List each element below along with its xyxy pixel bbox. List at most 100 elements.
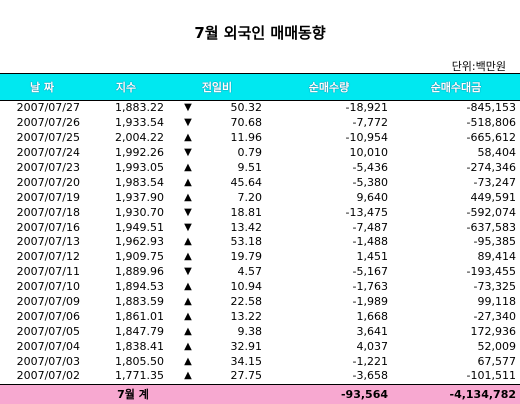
cell: 1,861.01: [115, 309, 164, 323]
cell: -665,612: [466, 131, 516, 145]
cell: 1,847.79: [115, 324, 164, 338]
cell: 172,936: [470, 324, 517, 338]
change-arrow: ▲: [184, 132, 192, 144]
cell: -101,511: [466, 369, 516, 383]
cell: 11.96: [230, 131, 263, 145]
cell: 0.79: [237, 146, 263, 160]
total-volume: -93,564: [266, 383, 392, 404]
cell: 2007/07/10: [16, 280, 80, 294]
data-row: 2007/07/18 1,930.70 ▼ 18.81 -13,475 -592,074: [0, 205, 520, 220]
cell: -1,221: [352, 354, 388, 368]
cell: 2007/07/06: [16, 309, 80, 323]
total-label: 7월 계: [0, 383, 266, 404]
cell: 2007/07/09: [16, 295, 80, 309]
cell: 2,004.22: [115, 131, 164, 145]
column-header: 순매수량: [266, 73, 392, 101]
data-row: 2007/07/19 1,937.90 ▲ 7.20 9,640 449,591: [0, 190, 520, 205]
cell: -274,346: [466, 161, 516, 174]
cell: 1,930.70: [115, 205, 164, 219]
cell: -5,167: [352, 265, 388, 279]
cell: 10.94: [230, 280, 263, 294]
cell: 449,591: [470, 190, 517, 204]
cell: 2007/07/03: [16, 354, 80, 368]
cell: 2007/07/11: [16, 265, 80, 279]
cell: 1,838.41: [115, 339, 164, 353]
cell: 58,404: [477, 146, 517, 160]
change-arrow: ▲: [184, 310, 192, 322]
cell: 1,983.54: [115, 175, 164, 189]
cell: 2007/07/04: [16, 339, 80, 353]
cell: -193,455: [466, 265, 516, 279]
change-arrow: ▼: [184, 102, 192, 114]
data-row: 2007/07/20 1,983.54 ▲ 45.64 -5,380 -73,247: [0, 175, 520, 190]
data-row: 2007/07/11 1,889.96 ▼ 4.57 -5,167 -193,455: [0, 265, 520, 280]
cell: 32.91: [230, 339, 263, 353]
change-arrow: ▲: [184, 162, 192, 173]
cell: 34.15: [230, 354, 263, 368]
cell: -7,487: [352, 220, 388, 234]
unit: 단위:백만원: [451, 60, 506, 73]
cell: 1,992.26: [115, 146, 164, 160]
cell: 1,889.96: [115, 265, 164, 279]
cell: 10,010: [349, 146, 389, 160]
cell: 89,414: [477, 250, 517, 264]
cell: 2007/07/24: [16, 146, 80, 160]
cell: 2007/07/18: [16, 205, 80, 219]
data-row: 2007/07/09 1,883.59 ▲ 22.58 -1,989 99,118: [0, 295, 520, 310]
cell: -95,385: [473, 235, 516, 249]
data-row: 2007/07/26 1,933.54 ▼ 70.68 -7,772 -518,806: [0, 116, 520, 131]
cell: 2007/07/16: [16, 220, 80, 234]
data-row: 2007/07/02 1,771.35 ▲ 27.75 -3,658 -101,511: [0, 369, 520, 384]
cell: -13,475: [345, 205, 388, 219]
title: 7월 외국인 매매동향: [194, 24, 326, 42]
change-arrow: ▼: [184, 147, 192, 159]
change-arrow: ▲: [184, 296, 192, 308]
cell: 1,451: [356, 250, 389, 264]
cell: 18.81: [230, 205, 263, 219]
column-header: 날 짜: [0, 73, 84, 101]
cell: 1,993.05: [115, 161, 164, 174]
cell: -592,074: [466, 205, 516, 219]
data-row: 2007/07/12 1,909.75 ▲ 19.79 1,451 89,414: [0, 250, 520, 265]
cell: -18,921: [345, 101, 388, 115]
column-header: 지수: [84, 73, 168, 101]
cell: 22.58: [230, 295, 263, 309]
cell: 1,962.93: [115, 235, 164, 249]
change-arrow: ▲: [184, 191, 192, 203]
cell: -1,989: [352, 295, 388, 309]
cell: 1,933.54: [115, 116, 164, 130]
change-arrow: ▲: [184, 251, 192, 263]
cell: -7,772: [352, 116, 388, 130]
total-amount: -4,134,782: [392, 383, 520, 404]
cell: 45.64: [230, 175, 263, 189]
cell: 53.18: [230, 235, 263, 249]
cell: 1,668: [356, 309, 389, 323]
cell: 1,909.75: [115, 250, 164, 264]
cell: 2007/07/13: [16, 235, 80, 249]
data-row: 2007/07/04 1,838.41 ▲ 32.91 4,037 52,009: [0, 339, 520, 354]
trade-table: 날 짜 지수 전일비 순매수량 순매수대금 2007/07/27 1,883.22 ▼ 50.…: [0, 73, 520, 404]
cell: 2007/07/12: [16, 250, 80, 264]
change-arrow: ▲: [184, 340, 192, 352]
cell: 2007/07/26: [16, 116, 80, 130]
cell: -10,954: [345, 131, 388, 145]
cell: 1,894.53: [115, 280, 164, 294]
change-arrow: ▲: [184, 370, 192, 382]
cell: 19.79: [230, 250, 263, 264]
data-row: 2007/07/16 1,949.51 ▼ 13.42 -7,487 -637,583: [0, 220, 520, 235]
cell: -1,488: [352, 235, 388, 249]
total-row: 7월 계 -93,564 -4,134,782: [0, 383, 520, 404]
cell: 13.42: [230, 220, 263, 234]
cell: 2007/07/25: [16, 131, 80, 145]
change-arrow: ▼: [184, 206, 192, 218]
cell: 99,118: [477, 295, 517, 309]
cell: 13.22: [230, 309, 263, 323]
data-row: 2007/07/06 1,861.01 ▲ 13.22 1,668 -27,340: [0, 309, 520, 324]
cell: 9,640: [356, 190, 389, 204]
cell: 67,577: [477, 354, 517, 368]
change-arrow: ▲: [184, 281, 192, 293]
cell: 1,883.22: [115, 101, 164, 115]
change-arrow: ▲: [184, 176, 192, 188]
cell: -1,763: [352, 280, 388, 294]
